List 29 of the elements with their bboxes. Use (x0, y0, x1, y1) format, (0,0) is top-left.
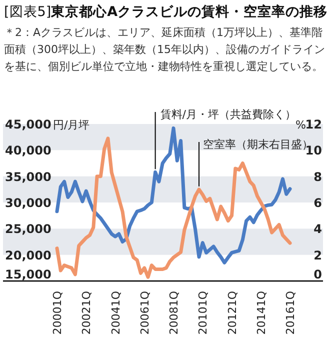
x-tick-label: 20021Q (80, 290, 94, 335)
y-axis-title: 円/月坪 (53, 118, 90, 132)
y2-tick-label: 10 (305, 144, 322, 158)
y-tick-label: 25,000 (5, 222, 52, 236)
y-tick-label: 30,000 (5, 196, 52, 210)
x-tick-label: 20161Q (284, 290, 297, 335)
y2-tick-label: 0 (314, 268, 322, 282)
x-tick-label: 20141Q (254, 290, 268, 335)
x-tick-label: 20061Q (138, 290, 152, 335)
y-tick-label: 20,000 (5, 248, 52, 262)
x-tick-label: 20041Q (109, 290, 122, 335)
text: ＊2：Aクラスビルは、エリア、延床面積（1万坪以上）、基準階面積（300坪以上）、築年数（15年以内）、設備のガイドラインを基に、個別ビル単位で立地・建物特性を重視し選定している。 (4, 25, 326, 75)
series-label: 賃料/月・坪（共益費除く） (160, 108, 296, 121)
x-tick-label: 20001Q (51, 290, 64, 335)
y2-tick-label: 6 (314, 196, 322, 210)
chart-title: [図表5]東京都心Aクラスビルの賃料・空室率の推移 (4, 3, 328, 21)
y-tick-label: 15,000 (5, 268, 52, 282)
y2-tick-label: 4 (314, 222, 322, 236)
y-tick-label: 45,000 (5, 118, 52, 132)
y2-tick-label: 2 (314, 248, 322, 262)
x-tick-label: 20101Q (196, 290, 210, 335)
y-tick-label: 35,000 (5, 170, 52, 184)
x-tick-label: 20081Q (168, 290, 180, 335)
line-series (55, 136, 292, 279)
x-tick-label: 20121Q (226, 290, 239, 335)
y2-tick-label: 12 (305, 118, 322, 132)
y2-tick-label: 8 (314, 170, 322, 184)
y-tick-label: 40,000 (5, 144, 52, 158)
y2-axis-title: % (296, 118, 306, 132)
